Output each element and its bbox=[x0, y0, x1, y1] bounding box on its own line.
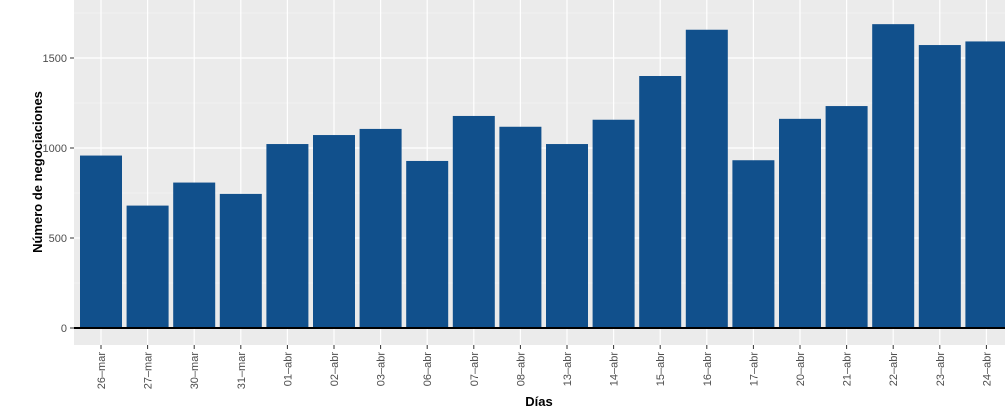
bar bbox=[685, 29, 728, 329]
x-tick-label: 08–abr bbox=[515, 352, 527, 387]
bar bbox=[80, 155, 122, 328]
bar bbox=[313, 135, 355, 328]
y-tick-label: 1000 bbox=[43, 143, 67, 155]
y-axis-title: Número de negociaciones bbox=[30, 91, 45, 253]
x-tick-label: 24–abr bbox=[981, 352, 993, 387]
x-axis-ticks: 26–mar 27–mar 30–mar 31–mar 01–abr 02–abr 03–a… bbox=[96, 345, 993, 389]
y-tick-label: 500 bbox=[49, 233, 67, 245]
bar bbox=[592, 119, 635, 329]
x-tick-label: 07–abr bbox=[469, 352, 481, 387]
x-axis-title: Días bbox=[525, 394, 552, 409]
x-tick-label: 17–abr bbox=[748, 352, 760, 387]
bar bbox=[406, 160, 449, 328]
x-tick-label: 03–abr bbox=[376, 352, 388, 387]
bar bbox=[546, 144, 588, 328]
x-tick-label: 15–abr bbox=[655, 352, 667, 387]
bar-series bbox=[80, 24, 1005, 329]
x-tick-label: 20–abr bbox=[795, 352, 807, 387]
x-tick-label: 16–abr bbox=[702, 352, 714, 387]
bar bbox=[825, 106, 868, 328]
y-tick-label: 1500 bbox=[43, 53, 67, 65]
x-tick-label: 30–mar bbox=[189, 352, 201, 390]
x-tick-label: 21–abr bbox=[842, 352, 854, 387]
bar bbox=[779, 118, 821, 328]
bar bbox=[872, 24, 915, 328]
x-tick-label: 31–mar bbox=[236, 352, 248, 390]
x-tick-label: 23–abr bbox=[935, 352, 947, 387]
x-tick-label: 02–abr bbox=[329, 352, 341, 387]
bar bbox=[965, 41, 1005, 328]
x-tick-label: 06–abr bbox=[422, 352, 434, 387]
bar bbox=[219, 193, 262, 328]
x-tick-label: 01–abr bbox=[282, 352, 294, 387]
bar bbox=[126, 205, 169, 328]
x-tick-label: 14–abr bbox=[609, 352, 621, 387]
bar bbox=[639, 76, 682, 328]
x-tick-label: 22–abr bbox=[888, 352, 900, 387]
y-axis-ticks: 0 500 1000 1500 bbox=[43, 53, 74, 335]
x-tick-label: 27–mar bbox=[143, 352, 155, 390]
bar bbox=[499, 126, 542, 328]
x-tick-label: 26–mar bbox=[96, 352, 108, 390]
bar bbox=[359, 128, 402, 328]
x-tick-label: 13–abr bbox=[562, 352, 574, 387]
bar bbox=[173, 182, 216, 328]
bar bbox=[732, 160, 775, 328]
bar bbox=[266, 144, 309, 328]
bar bbox=[452, 115, 495, 329]
y-tick-label: 0 bbox=[61, 323, 67, 335]
bar bbox=[918, 45, 961, 328]
